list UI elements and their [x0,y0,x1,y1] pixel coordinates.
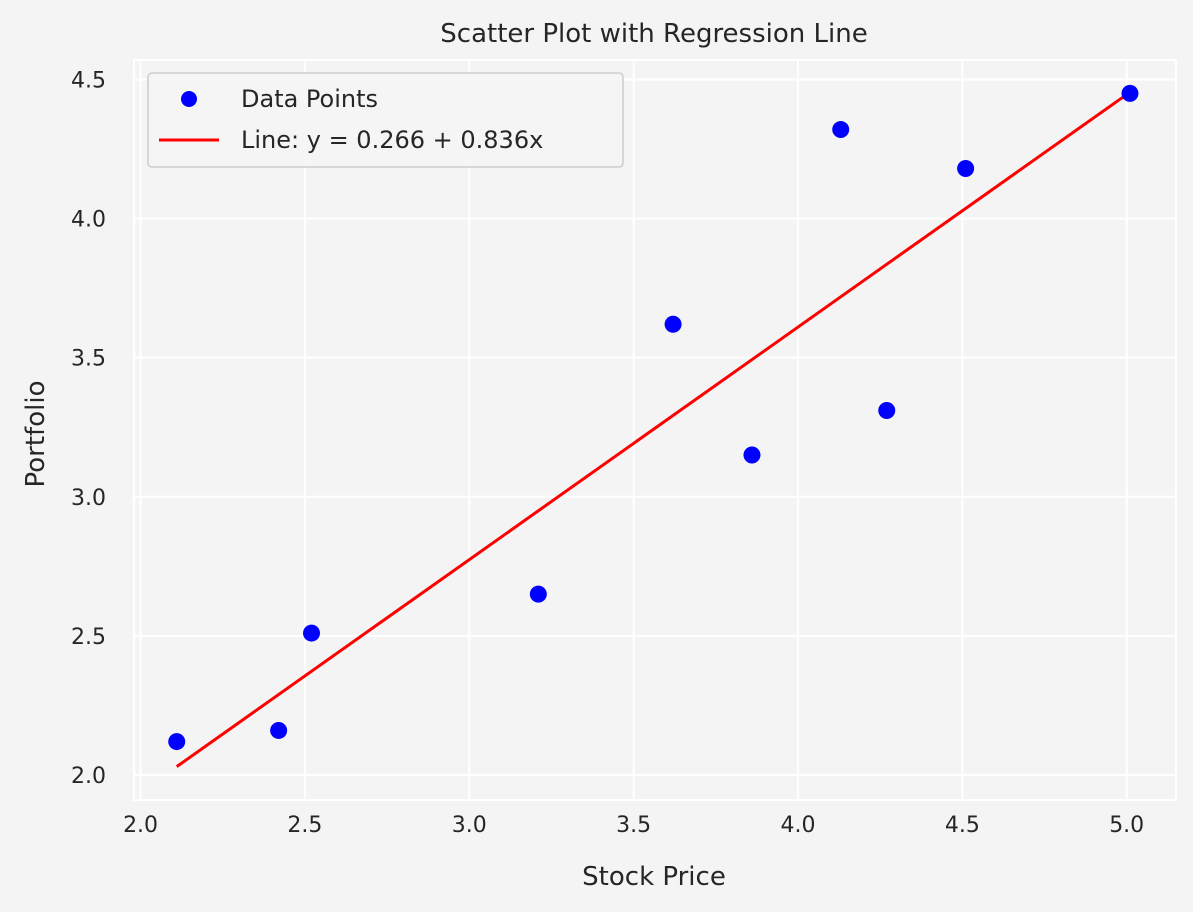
y-tick-label: 2.0 [71,764,106,789]
x-tick-labels: 2.0 2.5 3.0 3.5 4.0 4.5 5.0 [123,813,1144,838]
legend-box [147,72,624,168]
y-tick-label: 4.5 [71,68,106,93]
x-axis-title: Stock Price [582,862,726,892]
data-point [743,446,761,464]
axes-border [133,59,1177,801]
y-tick-labels: 2.0 2.5 3.0 3.5 4.0 4.5 [71,68,106,788]
y-tick-label: 3.0 [71,486,106,511]
y-axis-title: Portfolio [21,381,51,488]
legend-label-data-points: Data Points [241,85,378,113]
legend-scatter-marker [181,91,197,107]
x-tick-label: 4.5 [945,813,980,838]
data-point [664,315,682,333]
data-point [1121,84,1139,102]
data-point [270,721,288,739]
x-tick-label: 5.0 [1109,813,1144,838]
data-points-layer [168,84,1139,751]
regression-line [175,90,1131,768]
x-tick-label: 3.0 [452,813,487,838]
y-tick-label: 2.5 [71,625,106,650]
regression-line-layer [175,90,1131,768]
y-tick-label: 3.5 [71,347,106,372]
data-point [303,624,321,642]
chart-title: Scatter Plot with Regression Line [440,19,867,49]
x-tick-label: 2.5 [287,813,322,838]
data-point [957,159,975,177]
x-tick-label: 2.0 [123,813,158,838]
data-point [832,121,850,139]
legend: Data Points Line: y = 0.266 + 0.836x [147,72,624,168]
x-tick-label: 3.5 [616,813,651,838]
data-point [878,402,896,420]
x-tick-label: 4.0 [780,813,815,838]
axes-frame [133,59,1177,801]
legend-label-regression-line: Line: y = 0.266 + 0.836x [241,126,543,154]
data-point [168,733,186,751]
y-tick-label: 4.0 [71,208,106,233]
data-point [529,585,547,603]
